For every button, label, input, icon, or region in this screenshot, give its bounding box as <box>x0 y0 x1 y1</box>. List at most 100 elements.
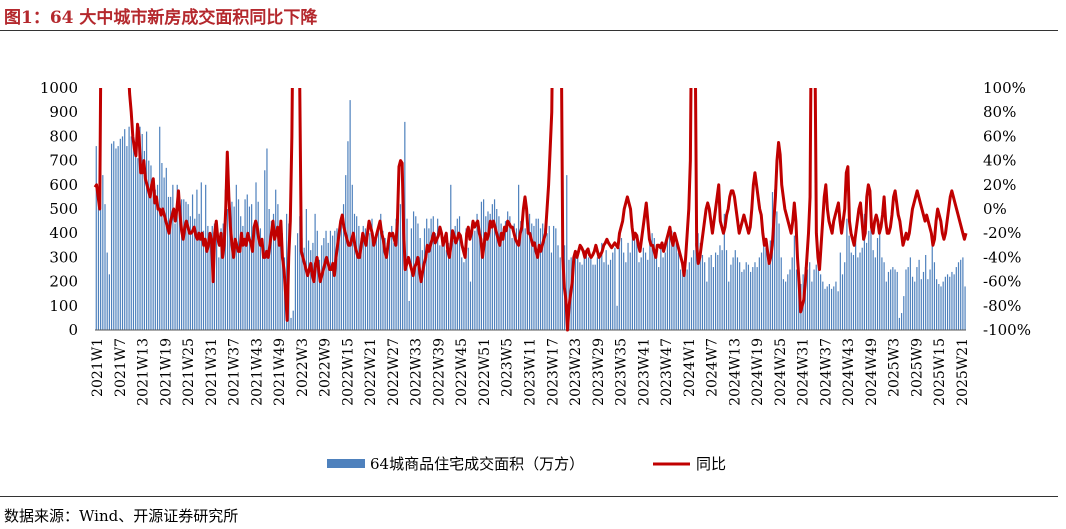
legend-bar-swatch <box>327 459 365 468</box>
bar <box>384 238 386 330</box>
bar <box>110 143 113 330</box>
bar <box>874 257 876 330</box>
x-tick-label: 2024W25 <box>773 338 789 406</box>
bar <box>281 233 283 330</box>
bar <box>334 230 336 330</box>
bar <box>209 238 211 330</box>
bar <box>787 274 789 330</box>
bar <box>472 223 474 330</box>
bar <box>929 269 931 330</box>
bar <box>837 291 839 330</box>
bar <box>316 230 318 330</box>
bar <box>627 242 629 330</box>
x-tick-label: 2022W15 <box>340 338 356 406</box>
y-right-tick-label: 80% <box>983 103 1016 121</box>
bar <box>730 264 732 330</box>
bar <box>224 189 226 330</box>
bar <box>852 254 855 330</box>
bar <box>953 274 955 330</box>
y-right-tick-label: 100% <box>983 79 1026 97</box>
bar <box>415 216 417 330</box>
bar <box>920 279 922 330</box>
bar <box>340 218 342 330</box>
bar <box>150 165 152 330</box>
bar <box>931 238 933 330</box>
y-right-tick-label: -40% <box>983 248 1021 266</box>
bar <box>511 238 513 330</box>
x-tick-label: 2022W3 <box>295 338 311 397</box>
bar <box>106 252 108 330</box>
bar <box>605 250 607 330</box>
bar <box>693 250 695 330</box>
bar <box>607 264 609 330</box>
bar <box>452 240 454 330</box>
bar <box>561 262 563 330</box>
x-tick-label: 2024W31 <box>796 338 812 406</box>
bar <box>714 252 717 330</box>
bar <box>135 155 137 330</box>
bar <box>437 218 439 330</box>
bar <box>776 211 778 330</box>
bar <box>634 238 636 330</box>
bar <box>419 238 421 330</box>
bar <box>916 267 918 330</box>
bar <box>697 233 699 330</box>
bar <box>121 136 124 330</box>
x-tick-label: 2021W13 <box>136 338 152 406</box>
y-right-tick-label: -20% <box>983 224 1021 242</box>
bar <box>590 257 592 330</box>
bar <box>822 281 824 330</box>
bar <box>872 250 874 330</box>
x-tick-label: 2022W27 <box>386 338 402 406</box>
bar <box>275 189 277 330</box>
bar <box>286 213 288 330</box>
bar <box>235 184 237 330</box>
bar <box>115 148 117 330</box>
bar <box>290 317 292 330</box>
bar <box>528 213 531 330</box>
bar <box>491 204 493 330</box>
bar <box>207 225 209 330</box>
y-left-tick-label: 200 <box>49 273 78 291</box>
y-left-tick-label: 500 <box>49 200 78 218</box>
bar <box>620 238 623 330</box>
bar <box>568 259 570 330</box>
bar <box>581 264 583 330</box>
y-left-tick-label: 100 <box>49 297 78 315</box>
bar <box>686 269 688 330</box>
bar <box>454 225 456 330</box>
bar <box>318 259 321 330</box>
bar <box>373 242 375 330</box>
bar <box>469 281 472 330</box>
x-tick-label: 2024W13 <box>727 338 743 406</box>
bar <box>841 274 844 330</box>
bar <box>618 247 620 330</box>
bar <box>846 218 848 330</box>
bar <box>795 269 798 330</box>
bar <box>342 204 345 330</box>
bar <box>719 245 721 330</box>
bar <box>332 235 334 330</box>
bar <box>752 267 754 330</box>
bar <box>690 257 693 330</box>
bar <box>456 218 458 330</box>
bar <box>725 250 728 330</box>
bar <box>445 250 448 330</box>
bar <box>653 238 655 330</box>
bar <box>426 218 428 330</box>
bar <box>623 252 625 330</box>
bar <box>145 131 148 330</box>
bar <box>901 313 903 330</box>
bar <box>763 242 765 330</box>
bar <box>760 252 763 330</box>
bar <box>382 230 384 330</box>
bar <box>143 150 145 330</box>
bar <box>835 281 837 330</box>
x-tick-label: 2022W21 <box>363 338 379 406</box>
bar <box>181 199 183 330</box>
bar <box>688 262 690 330</box>
bar <box>669 233 671 330</box>
bar <box>695 242 697 330</box>
x-tick-label: 2023W41 <box>636 338 652 406</box>
bar <box>522 223 524 330</box>
